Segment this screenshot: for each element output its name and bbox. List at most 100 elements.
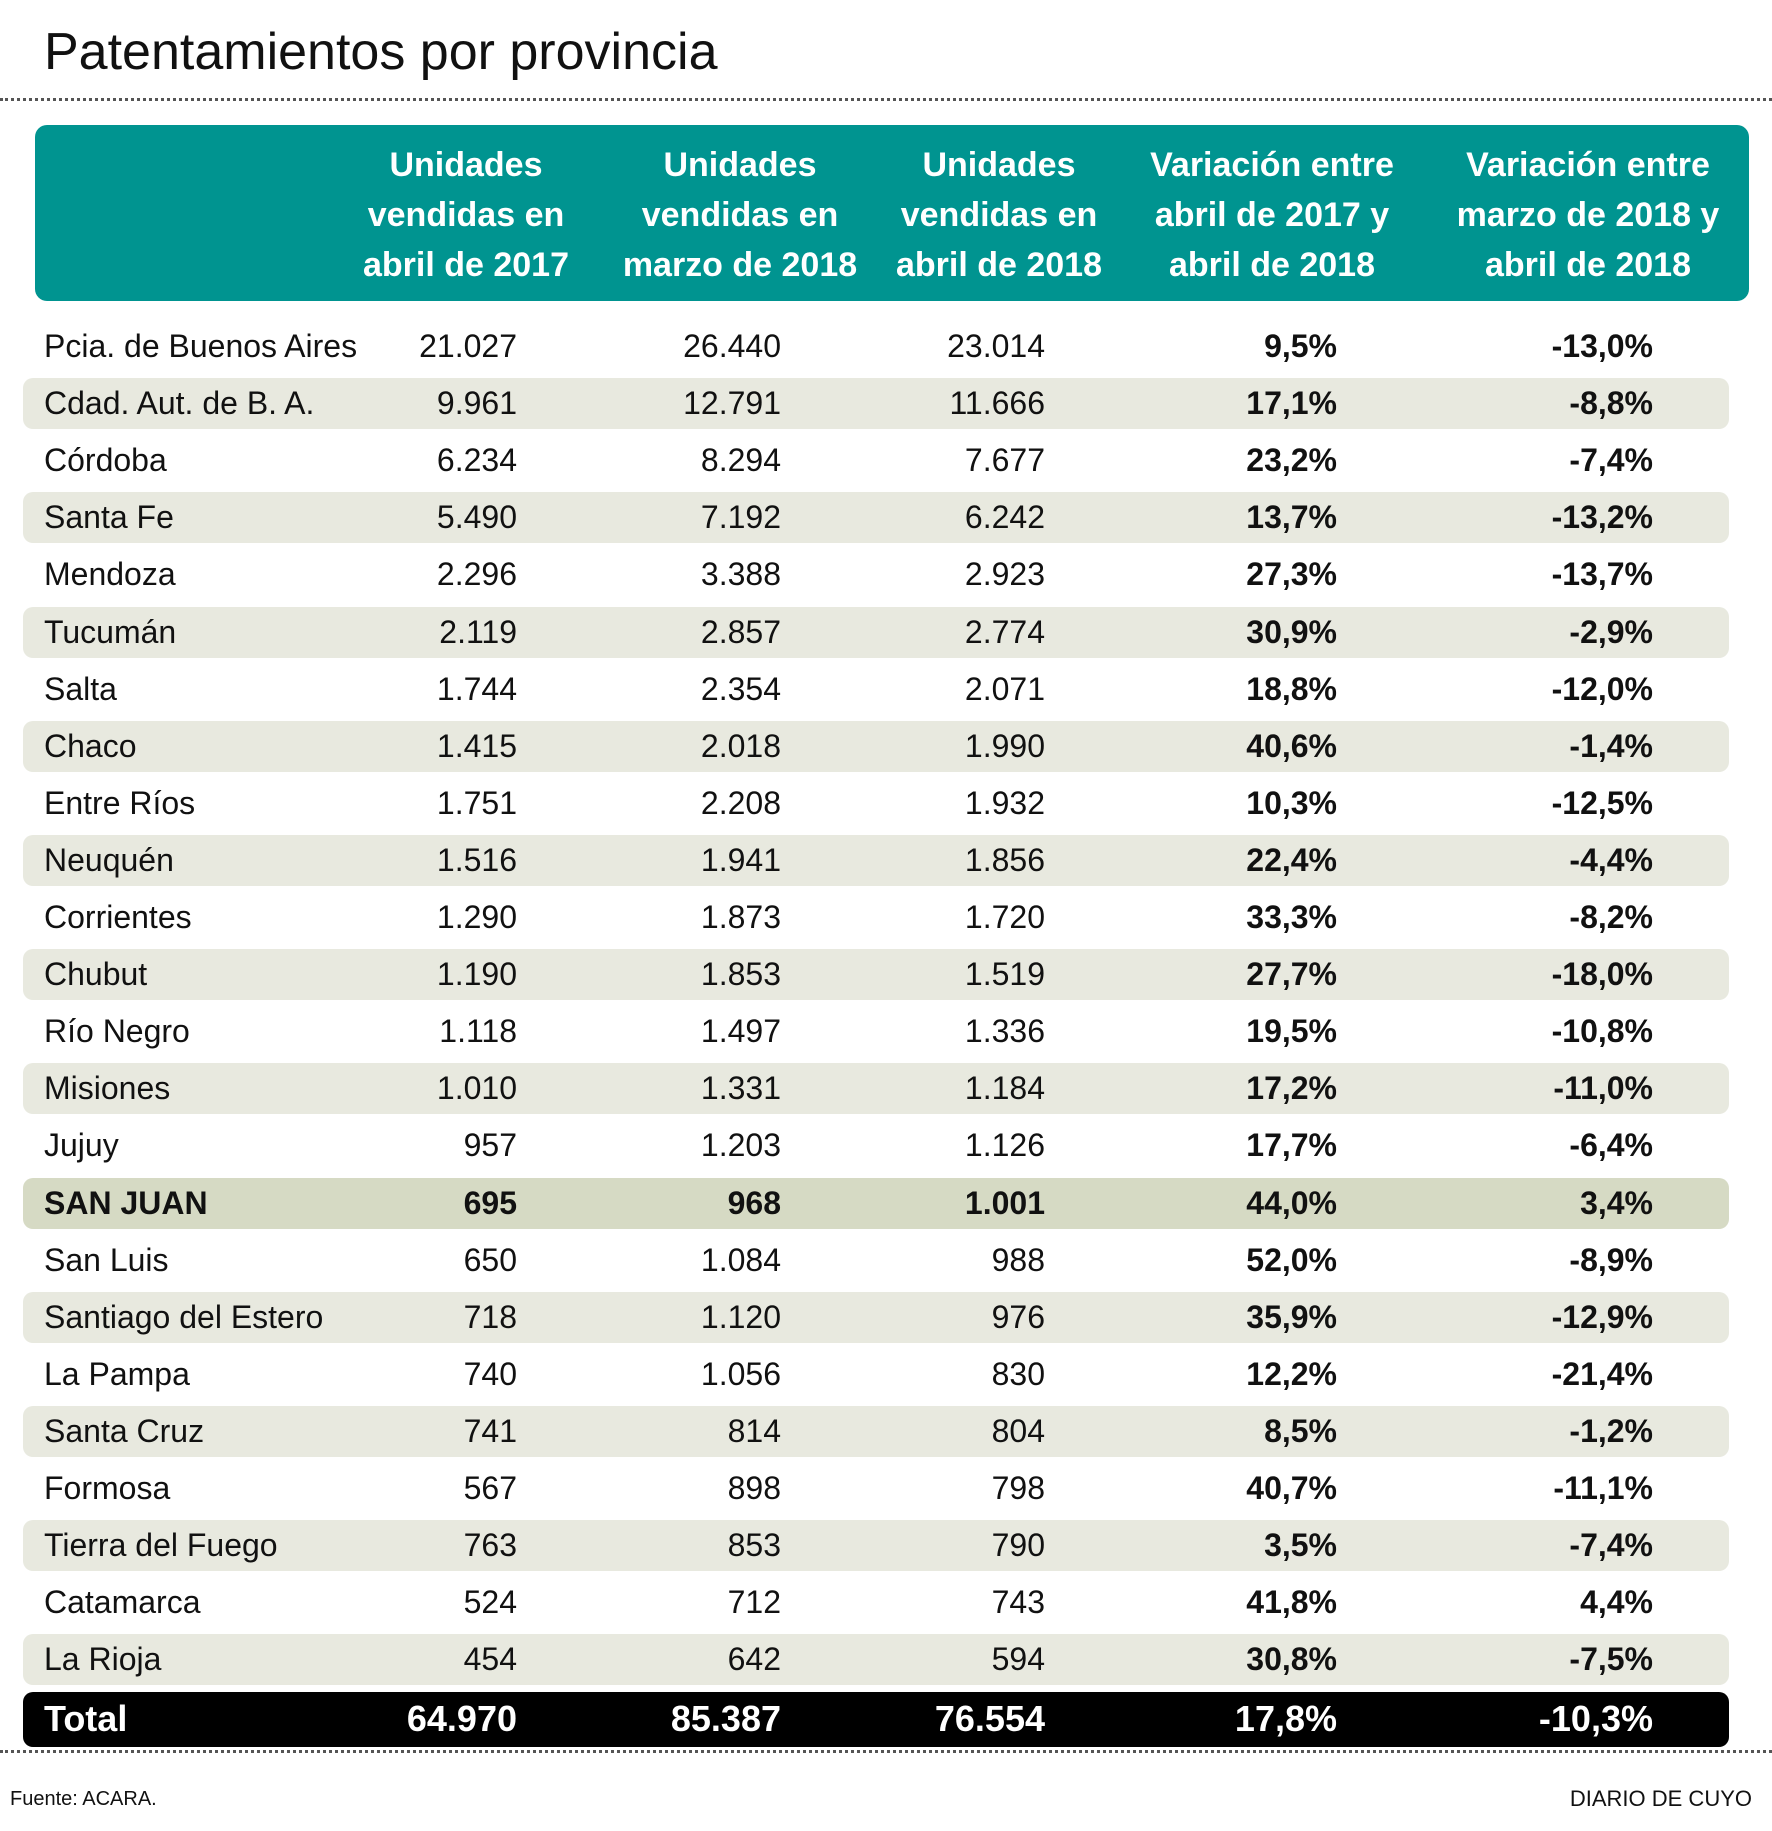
cell-value: 1.001 xyxy=(964,1184,1045,1221)
header-bar xyxy=(35,125,1749,301)
cell-value: 13,7% xyxy=(1246,499,1337,536)
cell-value: 41,8% xyxy=(1246,1584,1337,1621)
cell-value: 11.666 xyxy=(949,385,1046,422)
cell-value: 712 xyxy=(727,1584,781,1621)
header-line: marzo de 2018 y xyxy=(1456,196,1720,234)
cell-value: -12,5% xyxy=(1551,784,1653,821)
cell-value: 3.388 xyxy=(700,556,781,593)
header-line: vendidas en xyxy=(900,196,1098,234)
cell-value: -13,2% xyxy=(1551,499,1653,536)
cell-value: 594 xyxy=(991,1641,1045,1678)
cell-value: 1.190 xyxy=(436,956,517,993)
header-line: Unidades xyxy=(922,146,1076,184)
cell-value: 741 xyxy=(463,1412,517,1449)
cell-value: 52,0% xyxy=(1246,1241,1337,1278)
cell-value: 968 xyxy=(727,1184,781,1221)
row-band xyxy=(23,834,1729,886)
cell-value: 17,2% xyxy=(1246,1070,1337,1107)
cell-value: 743 xyxy=(991,1584,1045,1621)
column-header: Unidades vendidas en abril de 2018 xyxy=(839,140,1159,290)
row-label: Salta xyxy=(44,670,117,707)
cell-value: 2.208 xyxy=(700,784,781,821)
row-label: Jujuy xyxy=(44,1127,119,1164)
row-label: Santa Fe xyxy=(44,499,174,536)
cell-value: 1.118 xyxy=(439,1013,517,1050)
row-label: Mendoza xyxy=(44,556,176,593)
cell-value: 5.490 xyxy=(436,499,517,536)
cell-value: 898 xyxy=(727,1470,781,1506)
cell-value: 22,4% xyxy=(1246,841,1337,878)
cell-value: 2.774 xyxy=(964,613,1045,650)
row-label: Total xyxy=(44,1698,128,1740)
cell-value: -13,0% xyxy=(1551,328,1653,364)
header-line: marzo de 2018 xyxy=(622,246,858,284)
row-label: Catamarca xyxy=(44,1584,201,1621)
header-line: abril de 2018 xyxy=(1484,246,1691,284)
cell-value: 1.336 xyxy=(964,1013,1045,1050)
cell-value: -10,8% xyxy=(1551,1013,1653,1050)
cell-value: 64.970 xyxy=(406,1698,517,1740)
cell-value: 718 xyxy=(463,1298,517,1335)
cell-value: 1.720 xyxy=(964,899,1045,935)
cell-value: 650 xyxy=(463,1241,517,1278)
cell-value: 1.519 xyxy=(964,956,1045,993)
cell-value: 8,5% xyxy=(1264,1412,1337,1449)
source: Fuente: ACARA. xyxy=(10,1788,157,1810)
cell-value: 9,5% xyxy=(1264,328,1337,364)
cell-value: 3,4% xyxy=(1580,1184,1653,1221)
cell-value: 2.296 xyxy=(436,556,517,593)
cell-value: -7,4% xyxy=(1569,442,1653,479)
cell-value: 23.014 xyxy=(947,328,1045,364)
cell-value: -12,0% xyxy=(1551,670,1653,707)
row-band xyxy=(23,1063,1729,1115)
cell-value: 21.027 xyxy=(419,328,517,364)
cell-value: 740 xyxy=(463,1355,517,1392)
header-line: vendidas en xyxy=(367,196,565,234)
cell-value: 642 xyxy=(727,1641,781,1678)
row-band xyxy=(23,606,1729,658)
header-line: Unidades xyxy=(389,146,543,184)
cell-value: 1.184 xyxy=(964,1070,1045,1107)
cell-value: -6,4% xyxy=(1569,1127,1653,1164)
cell-value: 1.120 xyxy=(700,1298,781,1335)
cell-value: 1.873 xyxy=(700,899,781,935)
cell-value: -10,3% xyxy=(1538,1698,1653,1740)
cell-value: 1.856 xyxy=(964,841,1045,878)
cell-value: 18,8% xyxy=(1246,670,1337,707)
divider xyxy=(0,1750,1772,1753)
header-line: abril de 2018 xyxy=(1168,246,1375,284)
cell-value: 1.744 xyxy=(436,670,517,707)
header-line: abril de 2017 y xyxy=(1154,196,1390,234)
cell-value: 17,1% xyxy=(1246,385,1337,422)
cell-value: 957 xyxy=(463,1127,517,1164)
cell-value: 27,7% xyxy=(1246,956,1337,993)
cell-value: 2.857 xyxy=(700,613,781,650)
cell-value: 988 xyxy=(991,1241,1045,1278)
header-line: vendidas en xyxy=(641,196,839,234)
cell-value: 524 xyxy=(463,1584,517,1621)
cell-value: 790 xyxy=(991,1527,1045,1564)
cell-value: 6.234 xyxy=(436,442,517,479)
cell-value: 7.192 xyxy=(700,499,781,536)
row-label: Misiones xyxy=(44,1070,171,1107)
cell-value: 35,9% xyxy=(1246,1298,1337,1335)
row-label: Neuquén xyxy=(44,841,174,878)
cell-value: 1.497 xyxy=(700,1013,781,1050)
cell-value: -8,2% xyxy=(1569,899,1653,935)
cell-value: 454 xyxy=(463,1641,517,1678)
cell-value: 19,5% xyxy=(1246,1013,1337,1050)
row-label: Santa Cruz xyxy=(44,1412,205,1449)
cell-value: 976 xyxy=(991,1298,1045,1335)
row-label: Pcia. de Buenos Aires xyxy=(44,328,358,364)
row-band xyxy=(23,492,1729,544)
cell-value: 40,7% xyxy=(1246,1470,1337,1506)
header-line: Unidades xyxy=(663,146,817,184)
row-label: Cdad. Aut. de B. A. xyxy=(44,385,315,422)
cell-value: 2.119 xyxy=(439,613,517,650)
cell-value: 1.010 xyxy=(436,1070,517,1107)
cell-value: -8,8% xyxy=(1569,385,1653,422)
row-label: La Rioja xyxy=(44,1641,162,1678)
cell-value: 44,0% xyxy=(1246,1184,1337,1221)
cell-value: -7,5% xyxy=(1569,1641,1653,1678)
header-line: abril de 2017 xyxy=(362,246,569,284)
